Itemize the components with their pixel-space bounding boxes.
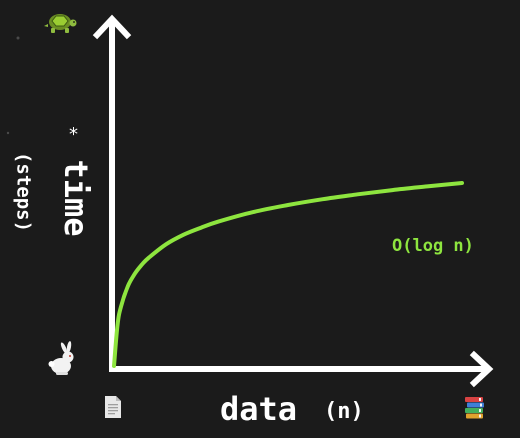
series-line-o-log-n bbox=[112, 181, 464, 368]
x-axis-label: data bbox=[220, 390, 297, 428]
y-axis-footnote-mark: * bbox=[69, 124, 78, 145]
turtle-icon bbox=[44, 14, 77, 33]
page-icon bbox=[105, 396, 121, 418]
y-axis-unit-label: (steps) bbox=[13, 152, 35, 232]
rabbit-icon bbox=[48, 341, 74, 375]
background-speck bbox=[16, 36, 20, 40]
x-axis-arrowhead bbox=[469, 350, 494, 388]
background-speck bbox=[6, 131, 10, 135]
x-axis-unit-label: (n) bbox=[324, 399, 364, 424]
y-axis-arrowhead bbox=[92, 14, 132, 40]
series-label-o-log-n: O(log n) bbox=[392, 236, 474, 256]
y-axis-label: time bbox=[57, 159, 95, 236]
books-icon bbox=[465, 397, 484, 419]
